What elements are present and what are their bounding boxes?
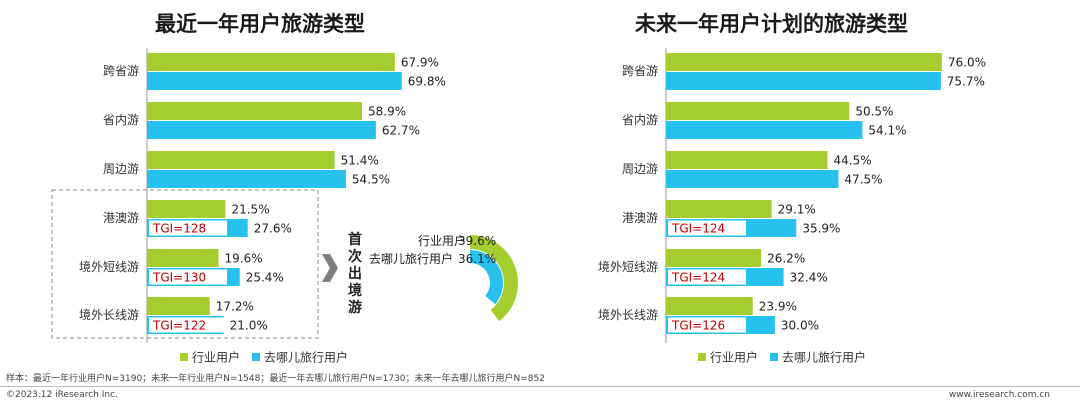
bar-qunar bbox=[147, 170, 346, 188]
bar-industry bbox=[147, 297, 210, 315]
bar-industry bbox=[666, 297, 753, 315]
bar-industry bbox=[147, 102, 362, 120]
data-label: 35.9% bbox=[802, 222, 840, 236]
data-label: 75.7% bbox=[947, 75, 985, 89]
bar-industry bbox=[147, 53, 395, 71]
bar-industry bbox=[666, 151, 828, 169]
data-label: 21.5% bbox=[231, 203, 269, 217]
category-label: 周边游 bbox=[622, 162, 658, 176]
tgi-badge bbox=[149, 269, 227, 285]
vertical-char: 次 bbox=[348, 248, 362, 265]
tgi-badge bbox=[149, 317, 227, 333]
legend-label-industry: 行业用户 bbox=[192, 350, 240, 365]
tgi-label: TGI=122 bbox=[152, 319, 206, 333]
donut-legend-industry: 行业用户 bbox=[418, 233, 466, 248]
category-label: 境外长线游 bbox=[598, 307, 658, 322]
bar-chart-next-year: 跨省游 76.0% 75.7% 省内游 50.5% 54.1% 周边游 44.5% 47.5% 港… bbox=[598, 48, 986, 365]
vertical-char: 出 bbox=[348, 265, 362, 282]
category-label: 境外短线游 bbox=[79, 259, 139, 274]
data-label: 30.0% bbox=[781, 319, 819, 333]
data-label: 32.4% bbox=[790, 271, 828, 285]
category-label: 境外长线游 bbox=[79, 307, 139, 322]
tgi-label: TGI=126 bbox=[671, 319, 725, 333]
category-label: 跨省游 bbox=[103, 64, 139, 78]
bar-industry bbox=[147, 249, 219, 267]
sample-note: 样本：最近一年行业用户N=3190；未来一年行业用户N=1548；最近一年去哪儿… bbox=[6, 374, 545, 384]
legend-swatch-qunar bbox=[770, 353, 778, 361]
data-label: 50.5% bbox=[855, 105, 893, 119]
chevron-right-icon bbox=[322, 254, 338, 282]
data-label: 67.9% bbox=[401, 56, 439, 70]
bar-qunar bbox=[147, 72, 402, 90]
bar-chart-recent-year: 跨省游 67.9% 69.8% 省内游 58.9% 62.7% 周边游 51.4% 54.5% 港… bbox=[79, 48, 446, 365]
bar-industry bbox=[147, 151, 335, 169]
donut-value-industry: 39.6% bbox=[458, 234, 496, 248]
data-label: 26.2% bbox=[767, 252, 805, 266]
tgi-label: TGI=128 bbox=[152, 222, 206, 236]
donut-arc-qunar bbox=[470, 250, 504, 305]
legend-label-industry: 行业用户 bbox=[710, 350, 758, 365]
category-label: 港澳游 bbox=[103, 211, 139, 225]
data-label: 19.6% bbox=[225, 252, 263, 266]
category-label: 省内游 bbox=[622, 113, 658, 127]
data-label: 23.9% bbox=[759, 300, 797, 314]
left-chart-title: 最近一年用户旅游类型 bbox=[155, 12, 365, 36]
data-label: 21.0% bbox=[230, 319, 268, 333]
right-chart-title: 未来一年用户计划的旅游类型 bbox=[635, 12, 908, 36]
tgi-badge bbox=[668, 269, 746, 285]
category-label: 境外短线游 bbox=[598, 259, 658, 274]
bar-qunar bbox=[666, 170, 839, 188]
data-label: 54.5% bbox=[352, 173, 390, 187]
data-label: 27.6% bbox=[254, 222, 292, 236]
vertical-char: 游 bbox=[348, 299, 362, 316]
tgi-label: TGI=124 bbox=[671, 222, 725, 236]
donut-arc-industry bbox=[470, 235, 519, 322]
vertical-char: 首 bbox=[348, 231, 362, 248]
bar-industry bbox=[666, 249, 762, 267]
data-label: 51.4% bbox=[341, 154, 379, 168]
category-label: 省内游 bbox=[103, 113, 139, 127]
legend-swatch-industry bbox=[180, 353, 188, 361]
bar-qunar bbox=[666, 121, 863, 139]
data-label: 44.5% bbox=[834, 154, 872, 168]
vertical-char: 境 bbox=[348, 282, 362, 299]
outbound-highlight-box bbox=[51, 189, 319, 339]
data-label: 62.7% bbox=[382, 124, 420, 138]
tgi-badge bbox=[668, 220, 746, 236]
donut-value-qunar: 36.1% bbox=[458, 252, 496, 266]
legend-swatch-industry bbox=[698, 353, 706, 361]
data-label: 17.2% bbox=[216, 300, 254, 314]
category-label: 跨省游 bbox=[622, 64, 658, 78]
data-label: 29.1% bbox=[778, 203, 816, 217]
tgi-badge bbox=[668, 317, 746, 333]
data-label: 54.1% bbox=[868, 124, 906, 138]
data-label: 25.4% bbox=[246, 271, 284, 285]
bar-qunar bbox=[147, 121, 376, 139]
data-label: 47.5% bbox=[844, 173, 882, 187]
category-label: 周边游 bbox=[103, 162, 139, 176]
data-label: 76.0% bbox=[948, 56, 986, 70]
bar-industry bbox=[666, 200, 772, 218]
donut-legend-qunar: 去哪儿旅行用户 bbox=[369, 251, 453, 266]
bar-qunar bbox=[666, 72, 941, 90]
tgi-label: TGI=130 bbox=[152, 271, 206, 285]
footer-divider bbox=[0, 386, 1080, 387]
tgi-badge bbox=[149, 220, 227, 236]
bar-industry bbox=[666, 102, 850, 120]
legend-label-qunar: 去哪儿旅行用户 bbox=[264, 350, 348, 365]
tgi-label: TGI=124 bbox=[671, 271, 725, 285]
data-label: 58.9% bbox=[368, 105, 406, 119]
legend-label-qunar: 去哪儿旅行用户 bbox=[782, 350, 866, 365]
website: www.iresearch.com.cn bbox=[948, 390, 1050, 400]
category-label: 港澳游 bbox=[622, 211, 658, 225]
data-label: 69.8% bbox=[408, 75, 446, 89]
bar-industry bbox=[666, 53, 942, 71]
copyright: ©2023.12 iResearch Inc. bbox=[6, 390, 118, 400]
legend-swatch-qunar bbox=[252, 353, 260, 361]
bar-industry bbox=[147, 200, 226, 218]
